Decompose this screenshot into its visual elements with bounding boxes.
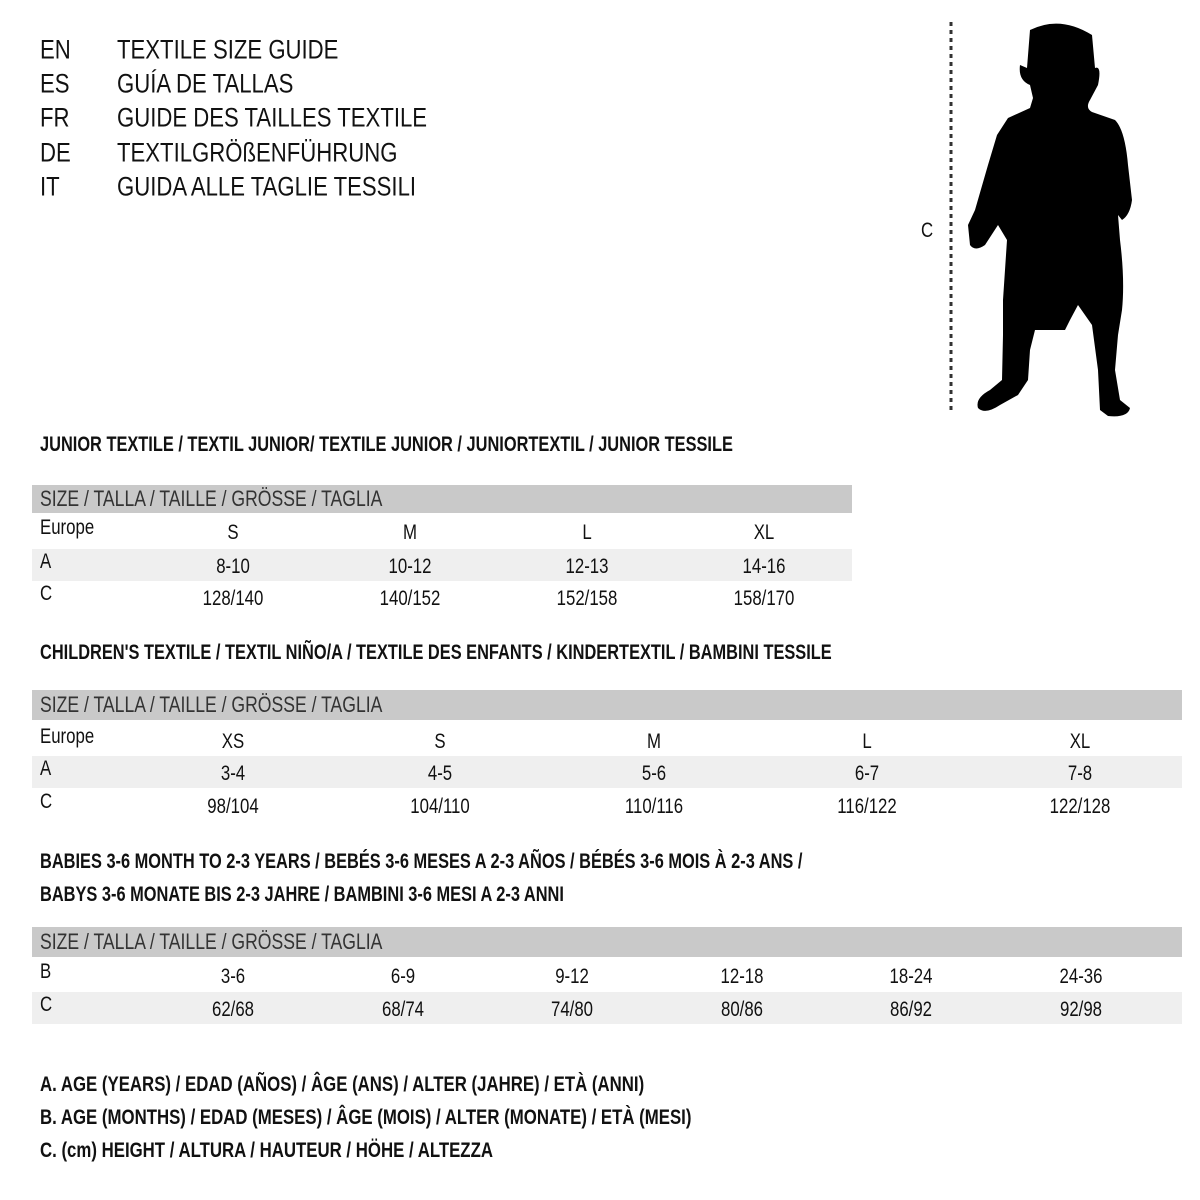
junior-size-header: SIZE / TALLA / TAILLE / GRÖSSE / TAGLIA <box>40 486 383 511</box>
junior-table-cell: 152/158 <box>556 587 618 610</box>
language-code: EN <box>40 34 71 65</box>
children-size-header: SIZE / TALLA / TAILLE / GRÖSSE / TAGLIA <box>40 692 383 717</box>
children-size-header-band <box>32 690 1182 720</box>
junior-row-shade <box>32 549 852 581</box>
babies-size-header: SIZE / TALLA / TAILLE / GRÖSSE / TAGLIA <box>40 929 383 954</box>
children-table-cell: 5-6 <box>641 762 667 785</box>
junior-table-cell: M <box>403 521 417 544</box>
children-table-cell: 3-4 <box>220 762 246 785</box>
guide-title: GUIDA ALLE TAGLIE TESSILI <box>117 171 417 202</box>
children-row-shade <box>32 756 1182 788</box>
babies-table-cell: 12-18 <box>720 965 764 988</box>
children-table-cell: 122/128 <box>1049 795 1111 818</box>
babies-row-label: C <box>40 993 53 1016</box>
babies-row-shade <box>32 992 1182 1024</box>
babies-heading-line-1: BABIES 3-6 MONTH TO 2-3 YEARS / BEBÉS 3-… <box>40 850 803 873</box>
babies-table-cell: 74/80 <box>550 998 594 1021</box>
child-silhouette <box>968 23 1132 417</box>
babies-row-label: B <box>40 960 52 983</box>
babies-table-cell: 92/98 <box>1059 998 1103 1021</box>
guide-title: TEXTILE SIZE GUIDE <box>117 34 339 65</box>
height-measure-label: C <box>921 219 934 242</box>
children-table-cell: M <box>647 730 661 753</box>
babies-table-cell: 62/68 <box>211 998 255 1021</box>
child-silhouette-icon <box>949 22 1132 417</box>
language-code: IT <box>40 171 60 202</box>
children-table-cell: 116/122 <box>837 795 897 818</box>
junior-table-cell: 8-10 <box>216 555 250 578</box>
children-table-cell: L <box>862 730 872 753</box>
children-table-cell: 110/116 <box>624 795 684 818</box>
children-table-cell: 6-7 <box>854 762 880 785</box>
babies-table-cell: 3-6 <box>220 965 246 988</box>
junior-table-cell: L <box>582 521 592 544</box>
legend-c: C. (cm) HEIGHT / ALTURA / HAUTEUR / HÖHE… <box>40 1139 493 1162</box>
junior-table-cell: 12-13 <box>565 555 609 578</box>
children-table-cell: S <box>434 730 446 753</box>
junior-table-cell: 128/140 <box>202 587 264 610</box>
children-heading: CHILDREN'S TEXTILE / TEXTIL NIÑO/A / TEX… <box>40 641 832 664</box>
junior-table-cell: 158/170 <box>733 587 795 610</box>
children-table-cell: 7-8 <box>1067 762 1093 785</box>
children-row-label: A <box>40 757 52 780</box>
babies-table-cell: 80/86 <box>720 998 764 1021</box>
babies-table-cell: 6-9 <box>390 965 416 988</box>
language-code: DE <box>40 137 71 168</box>
children-table-cell: 104/110 <box>410 795 470 818</box>
babies-heading-line-2: BABYS 3-6 MONATE BIS 2-3 JAHRE / BAMBINI… <box>40 883 564 906</box>
language-code: ES <box>40 68 70 99</box>
junior-row-label: C <box>40 582 53 605</box>
junior-table-cell: 10-12 <box>388 555 432 578</box>
babies-table-cell: 9-12 <box>555 965 589 988</box>
guide-title: GUÍA DE TALLAS <box>117 68 294 99</box>
babies-table-cell: 24-36 <box>1059 965 1103 988</box>
legend-b: B. AGE (MONTHS) / EDAD (MESES) / ÂGE (MO… <box>40 1106 692 1129</box>
children-table-cell: 98/104 <box>207 795 259 818</box>
children-row-label: C <box>40 790 53 813</box>
junior-size-header-band <box>32 485 852 513</box>
junior-heading: JUNIOR TEXTILE / TEXTIL JUNIOR/ TEXTILE … <box>40 433 733 456</box>
junior-table-cell: 14-16 <box>742 555 786 578</box>
children-table-cell: 4-5 <box>427 762 453 785</box>
junior-table-cell: S <box>227 521 239 544</box>
guide-title: TEXTILGRÖßENFÜHRUNG <box>117 137 398 168</box>
junior-row-label: A <box>40 550 52 573</box>
legend-a: A. AGE (YEARS) / EDAD (AÑOS) / ÂGE (ANS)… <box>40 1073 645 1096</box>
babies-table-cell: 18-24 <box>889 965 933 988</box>
language-code: FR <box>40 102 70 133</box>
junior-table-cell: 140/152 <box>379 587 441 610</box>
children-table-cell: XS <box>221 730 245 753</box>
babies-table-cell: 68/74 <box>381 998 425 1021</box>
children-table-cell: XL <box>1069 730 1091 753</box>
babies-table-cell: 86/92 <box>889 998 933 1021</box>
babies-size-header-band <box>32 927 1182 957</box>
children-row-label: Europe <box>40 725 95 748</box>
guide-title: GUIDE DES TAILLES TEXTILE <box>117 102 428 133</box>
junior-row-label: Europe <box>40 516 95 539</box>
junior-table-cell: XL <box>753 521 775 544</box>
